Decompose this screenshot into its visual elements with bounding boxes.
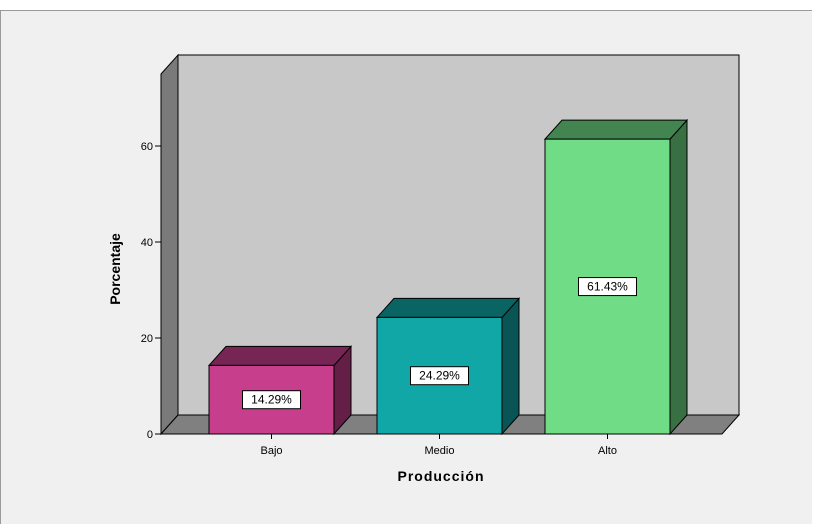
y-tick-label: 40 bbox=[141, 237, 153, 249]
y-tick-label: 60 bbox=[141, 141, 153, 153]
data-label-box bbox=[410, 366, 469, 386]
data-labels: 14.29% 24.29% 61.43% bbox=[242, 277, 637, 410]
data-label: 14.29% bbox=[251, 393, 292, 407]
x-tick-label: Medio bbox=[425, 445, 455, 457]
data-label-box bbox=[242, 390, 301, 410]
bar-bajo bbox=[207, 345, 353, 436]
bar-top bbox=[375, 297, 521, 318]
side-wall bbox=[160, 53, 179, 436]
bar-medio bbox=[375, 297, 521, 436]
x-tick-label: Alto bbox=[598, 445, 617, 457]
x-axis: Bajo Medio Alto bbox=[161, 433, 722, 457]
data-label-box bbox=[578, 277, 637, 297]
data-label: 61.43% bbox=[587, 280, 628, 294]
x-tick-label: Bajo bbox=[260, 445, 282, 457]
bar-alto bbox=[543, 118, 689, 436]
bar-side bbox=[669, 118, 688, 436]
bar-top bbox=[543, 119, 689, 140]
y-axis-title: Porcentaje bbox=[107, 233, 123, 305]
x-axis-title: Producción bbox=[397, 468, 484, 484]
chart-frame: 0 20 40 60 Bajo Medio Alto 14.29% 24.29% 61.43%… bbox=[0, 10, 812, 524]
bar-chart: 0 20 40 60 Bajo Medio Alto 14.29% 24.29% 61.43%… bbox=[107, 53, 741, 484]
data-label: 24.29% bbox=[419, 369, 460, 383]
bar-side bbox=[501, 297, 520, 436]
y-tick-label: 20 bbox=[141, 333, 153, 345]
y-axis: 0 20 40 60 bbox=[141, 74, 162, 441]
y-tick-label: 0 bbox=[147, 429, 153, 441]
bar-top bbox=[207, 345, 353, 366]
